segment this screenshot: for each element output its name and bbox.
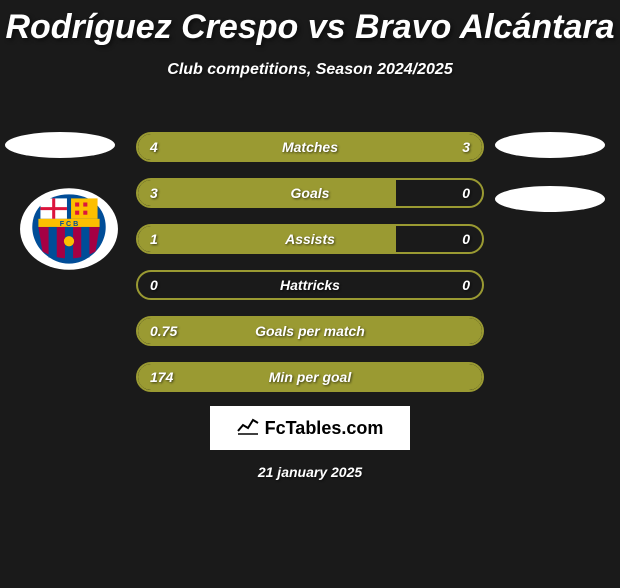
stat-fill-left [138,226,396,252]
stat-value-right: 0 [462,277,470,293]
svg-text:F C B: F C B [60,220,79,228]
stat-fill-right [334,134,482,160]
chart-icon [237,417,259,440]
footer-brand-badge: FcTables.com [210,406,410,450]
stat-value-left: 174 [150,369,173,385]
page-subtitle: Club competitions, Season 2024/2025 [0,61,620,79]
stat-label: Matches [282,139,338,155]
stat-row: 1 0 Assists [136,224,484,254]
stat-row: 4 3 Matches [136,132,484,162]
stat-row: 0.75 Goals per match [136,316,484,346]
stat-value-right: 3 [462,139,470,155]
stat-label: Min per goal [269,369,351,385]
stat-row: 3 0 Goals [136,178,484,208]
stat-label: Goals [291,185,330,201]
footer-date: 21 january 2025 [0,464,620,480]
club-badge-left: F C B [18,186,120,272]
stat-fill-left [138,180,396,206]
stat-value-left: 1 [150,231,158,247]
stat-label: Assists [285,231,335,247]
page-title: Rodríguez Crespo vs Bravo Alcántara [0,8,620,47]
stat-value-left: 0.75 [150,323,177,339]
stat-value-right: 0 [462,185,470,201]
stat-value-left: 0 [150,277,158,293]
stat-value-left: 3 [150,185,158,201]
player-right-placeholder-2 [495,186,605,212]
player-right-placeholder-1 [495,132,605,158]
stat-value-left: 4 [150,139,158,155]
footer-brand-text: FcTables.com [265,418,384,439]
player-left-placeholder [5,132,115,158]
stat-row: 0 0 Hattricks [136,270,484,300]
stat-value-right: 0 [462,231,470,247]
stat-label: Goals per match [255,323,365,339]
stat-row: 174 Min per goal [136,362,484,392]
stat-label: Hattricks [280,277,340,293]
